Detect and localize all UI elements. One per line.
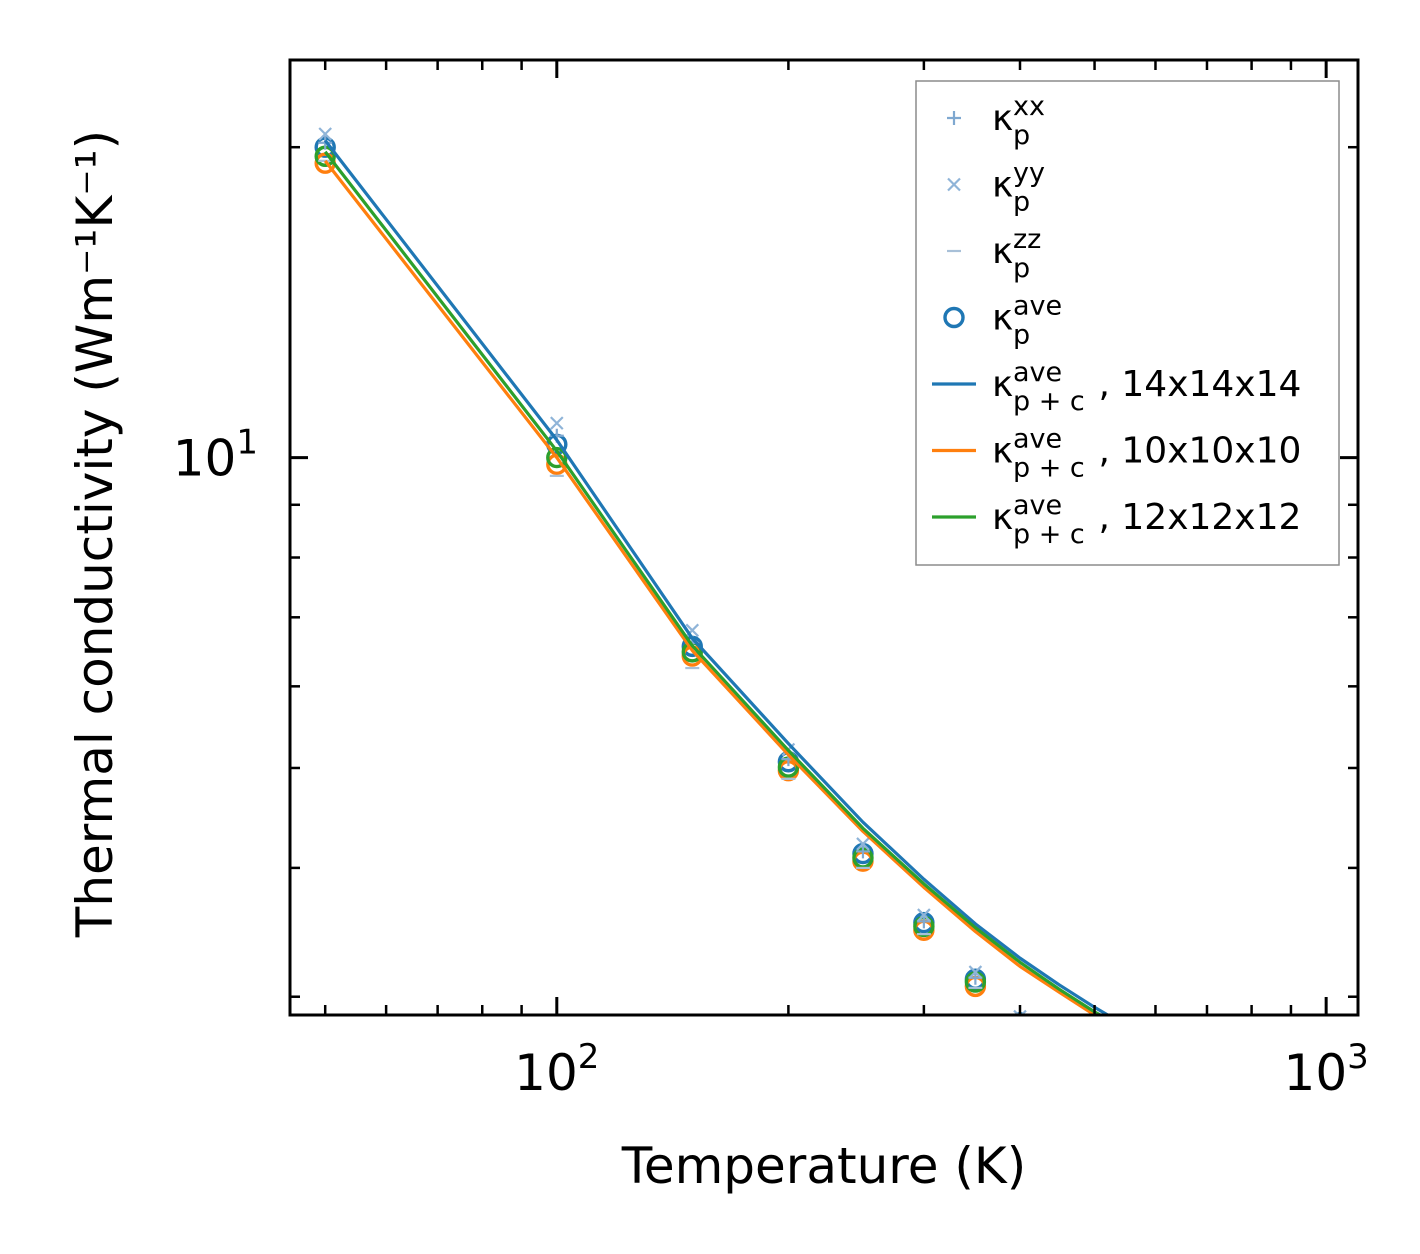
legend-label: κave p + c , 14x14x14 xyxy=(992,357,1301,417)
legend-label-sup: ave xyxy=(1013,291,1062,322)
legend-frame xyxy=(915,80,1340,566)
legend-marker-kp_ave xyxy=(943,306,965,329)
legend-entry-kpc_14: κave p + c , 14x14x14 xyxy=(932,357,1301,417)
legend-label-sub: p + c xyxy=(1013,453,1085,484)
x-tick-label-base: 10 xyxy=(1284,1044,1348,1102)
legend-label: κave p xyxy=(992,291,1062,351)
series-line-kpc_14 xyxy=(323,139,1111,1015)
legend-label-sup: xx xyxy=(1013,91,1045,122)
legend-entry-kp_xx: κxx p xyxy=(947,91,1045,151)
legend-label: κave p + c , 12x12x12 xyxy=(992,490,1301,550)
legend-label-sub: p xyxy=(1013,187,1030,218)
kp_yy-point xyxy=(856,837,870,851)
x-tick-label: 102 xyxy=(514,1037,599,1102)
legend-entry-kpc_12: κave p + c , 12x12x12 xyxy=(932,490,1301,550)
legend-label: κyy p xyxy=(992,158,1045,218)
legend-label-sub: p xyxy=(1013,253,1030,284)
legend-label-base: κ xyxy=(992,431,1013,472)
legend-label-base: κ xyxy=(992,497,1013,538)
legend-label-sub: p + c xyxy=(1013,386,1085,417)
x-tick-label: 103 xyxy=(1284,1037,1369,1102)
kp_xx-point xyxy=(855,844,870,859)
legend-label: κxx p xyxy=(992,91,1045,151)
legend-label-sub: p xyxy=(1013,120,1030,151)
kp_yy-point xyxy=(917,908,931,922)
legend-label-suffix: , 12x12x12 xyxy=(1099,497,1302,538)
legend-label-base: κ xyxy=(992,298,1013,339)
legend-label-base: κ xyxy=(992,364,1013,405)
legend-label-sup: zz xyxy=(1013,224,1041,255)
legend-label-base: κ xyxy=(992,165,1013,206)
y-tick-label-base: 10 xyxy=(173,430,237,488)
kp_xx-point xyxy=(916,914,931,929)
legend-label-suffix: , 10x10x10 xyxy=(1099,431,1302,472)
legend-marker-kp_xx xyxy=(947,111,961,125)
legend-label-sup: ave xyxy=(1013,357,1062,388)
legend-marker-kp_yy xyxy=(947,177,961,192)
legend-label-suffix: , 14x14x14 xyxy=(1099,364,1302,405)
axes-frame xyxy=(288,58,1360,1017)
kp_yy-point xyxy=(550,416,564,430)
legend-entry-kp_zz: κzz p xyxy=(947,224,1041,284)
y-axis-title: Thermal conductivity (Wm⁻¹K⁻¹) xyxy=(66,130,124,938)
legend-entry-kp_yy: κyy p xyxy=(947,158,1045,218)
x-axis-title: Temperature (K) xyxy=(621,1137,1026,1195)
kp_yy-point xyxy=(968,965,983,979)
series-line-kpc_10 xyxy=(323,159,1098,1015)
x-tick-label-base: 10 xyxy=(514,1044,578,1102)
legend-label-base: κ xyxy=(992,231,1013,272)
legend-label-sup: ave xyxy=(1013,424,1062,455)
kp_yy-point xyxy=(318,127,332,141)
x-tick-label-exp: 3 xyxy=(1347,1037,1369,1077)
legend-label: κzz p xyxy=(992,224,1041,284)
legend-entry-kpc_10: κave p + c , 10x10x10 xyxy=(932,424,1301,484)
legend-label-sub: p + c xyxy=(1013,519,1085,550)
legend-label: κave p + c , 10x10x10 xyxy=(992,424,1301,484)
legend-entry-kp_ave: κave p xyxy=(943,291,1062,351)
series-layer xyxy=(314,127,1111,1015)
y-tick-label-exp: 1 xyxy=(236,423,258,463)
series-line-kpc_12 xyxy=(323,150,1104,1015)
legend-label-base: κ xyxy=(992,98,1013,139)
legend-label-sub: p xyxy=(1013,320,1030,351)
kp_yy-point xyxy=(1013,1009,1027,1015)
y-tick-label: 101 xyxy=(173,423,258,488)
legend-label-sup: yy xyxy=(1013,158,1045,189)
x-tick-label-exp: 2 xyxy=(578,1037,600,1077)
legend-label-sup: ave xyxy=(1013,490,1062,521)
